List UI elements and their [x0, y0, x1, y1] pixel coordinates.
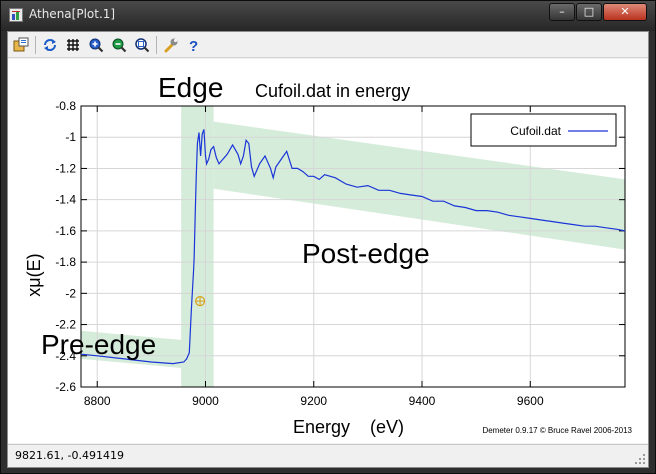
x-tick-label: 9200 — [300, 394, 327, 408]
pre-edge-label: Pre-edge — [41, 329, 156, 360]
y-tick-label: -2.2 — [55, 318, 76, 332]
grid-icon[interactable] — [64, 36, 82, 54]
y-tick-label: -2.4 — [55, 349, 76, 363]
save-icon[interactable] — [12, 36, 30, 54]
x-tick-label: 9600 — [517, 394, 544, 408]
plot-frame — [80, 105, 626, 388]
x-tick-label: 9400 — [409, 394, 436, 408]
window-client-area: ? 8800 9000 9200 9400 9600 -0.8 -1 -1.2 -1.4 -1.6… — [7, 31, 649, 468]
refresh-icon[interactable] — [41, 36, 59, 54]
cursor-coordinates: 9821.61, -0.491419 — [15, 449, 124, 462]
post-edge-label: Post-edge — [302, 238, 430, 269]
y-tick-label: -1.6 — [55, 224, 76, 238]
y-tick-label: -1 — [65, 130, 76, 144]
zoom-in-icon[interactable] — [87, 36, 105, 54]
plot-canvas[interactable]: 8800 9000 9200 9400 9600 -0.8 -1 -1.2 -1.4 -1.6 -1… — [8, 59, 648, 443]
data-series-line[interactable] — [80, 129, 626, 365]
help-icon[interactable]: ? — [185, 36, 203, 54]
svg-text:?: ? — [189, 38, 198, 53]
chart-title: Cufoil.dat in energy — [255, 81, 410, 101]
x-axis-label: Energy (eV) — [293, 417, 404, 437]
window-title: Athena[Plot.1] — [29, 7, 116, 21]
y-tick-label: -1.8 — [55, 255, 76, 269]
footer-credit: Demeter 0.9.17 © Bruce Ravel 2006-2013 — [482, 426, 632, 435]
x-tick-label: 8800 — [84, 394, 111, 408]
wrench-icon[interactable] — [162, 36, 180, 54]
plot-toolbar: ? — [8, 32, 648, 58]
resize-grip-icon[interactable] — [634, 453, 646, 465]
zoom-out-icon[interactable] — [110, 36, 128, 54]
chart-svg[interactable]: 8800 9000 9200 9400 9600 -0.8 -1 -1.2 -1.4 -1.6 -1… — [8, 59, 648, 443]
y-tick-label: -2.6 — [55, 380, 76, 394]
minimize-button[interactable]: – — [549, 3, 575, 21]
y-axis-label: xμ(E) — [24, 253, 44, 296]
close-button[interactable]: ✕ — [603, 3, 647, 21]
title-bar[interactable]: Athena[Plot.1] – □ ✕ — [1, 1, 655, 31]
status-bar: 9821.61, -0.491419 — [8, 444, 648, 467]
zoom-reset-icon[interactable] — [133, 36, 151, 54]
app-icon — [9, 8, 23, 22]
y-tick-label: -2 — [65, 286, 76, 300]
maximize-button[interactable]: □ — [576, 3, 602, 21]
legend-box — [470, 113, 617, 147]
x-tick-label: 9000 — [192, 394, 219, 408]
y-tick-label: -1.4 — [55, 193, 76, 207]
y-tick-label: -1.2 — [55, 161, 76, 175]
edge-label: Edge — [158, 72, 223, 103]
legend-entry: Cufoil.dat — [510, 124, 561, 138]
pre-edge-band — [81, 330, 184, 369]
y-tick-label: -0.8 — [55, 99, 76, 113]
